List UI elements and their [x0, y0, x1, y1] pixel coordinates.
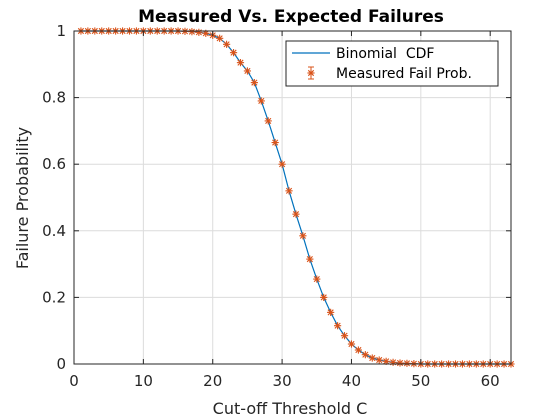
- measured-point: [306, 255, 314, 263]
- y-tick-label: 1: [56, 22, 66, 40]
- measured-point: [264, 117, 272, 125]
- asterisk-stroke: [320, 294, 327, 301]
- measured-point: [340, 332, 349, 340]
- measured-point: [257, 97, 265, 105]
- legend-box: [285, 40, 499, 87]
- measured-point: [403, 359, 411, 367]
- x-tick-label: 40: [342, 372, 361, 390]
- legend-asterisk-marker: [307, 69, 315, 77]
- asterisk-stroke: [403, 360, 411, 367]
- x-tick-label: 0: [69, 372, 79, 390]
- asterisk-stroke: [341, 332, 348, 339]
- measured-point: [202, 29, 210, 37]
- asterisk-stroke: [223, 41, 230, 48]
- legend-entry-cdf: Binomial CDF: [336, 46, 434, 62]
- measured-point: [243, 67, 252, 75]
- x-tick-label: 20: [203, 372, 222, 390]
- asterisk-stroke: [334, 322, 341, 329]
- asterisk-stroke: [292, 211, 300, 218]
- measured-point: [292, 210, 300, 218]
- x-tick-label: 10: [134, 372, 153, 390]
- asterisk-stroke: [396, 359, 404, 367]
- measured-point: [271, 138, 279, 147]
- asterisk-stroke: [188, 28, 196, 35]
- measured-point: [347, 340, 356, 348]
- asterisk-stroke: [348, 340, 355, 348]
- measured-point: [361, 351, 369, 359]
- asterisk-stroke: [216, 35, 223, 42]
- measured-point: [236, 59, 245, 67]
- asterisk-stroke: [279, 161, 286, 168]
- asterisk-stroke: [313, 275, 320, 283]
- y-tick-label: 0.2: [42, 288, 66, 306]
- asterisk-stroke: [362, 351, 369, 358]
- y-tick-label: 0: [56, 355, 66, 373]
- measured-point: [375, 356, 383, 364]
- measured-point: [327, 308, 335, 316]
- asterisk-stroke: [376, 356, 383, 364]
- measured-point: [188, 28, 196, 36]
- asterisk-stroke: [251, 79, 258, 86]
- y-tick-label: 0.8: [42, 89, 66, 107]
- legend-marker-sample: [307, 66, 315, 80]
- asterisk-stroke: [202, 30, 209, 37]
- measured-point: [396, 359, 404, 367]
- asterisk-stroke: [285, 187, 293, 194]
- asterisk-stroke: [237, 59, 244, 66]
- x-tick-label: 50: [411, 372, 430, 390]
- measured-point: [299, 232, 307, 240]
- legend-entry-measured: Measured Fail Prob.: [336, 66, 472, 82]
- measured-point: [223, 40, 231, 48]
- asterisk-stroke: [355, 346, 362, 354]
- y-tick-label: 0.4: [42, 222, 66, 240]
- measured-point: [368, 354, 376, 362]
- y-axis-label: Failure Probability: [13, 127, 32, 269]
- x-tick-label: 60: [481, 372, 500, 390]
- measured-point: [195, 28, 203, 36]
- asterisk-stroke: [306, 256, 313, 263]
- ticks: 0 10 20 30 40 50 60 0 0.2 0.4 0.6 0.8 1: [42, 22, 511, 390]
- axes-box: [73, 30, 512, 365]
- asterisk-stroke: [272, 139, 279, 146]
- measured-point: [229, 49, 238, 57]
- legend: Binomial CDF Measured Fail Prob.: [285, 40, 499, 87]
- measured-point: [389, 358, 397, 366]
- measured-point: [250, 79, 258, 87]
- y-tick-label: 0.6: [42, 155, 66, 173]
- measured-point: [320, 293, 328, 301]
- asterisk-stroke: [327, 309, 334, 316]
- asterisk-stroke: [307, 69, 315, 77]
- measured-point: [313, 275, 321, 283]
- measured-point: [278, 160, 286, 168]
- asterisk-stroke: [244, 67, 251, 75]
- x-axis-label: Cut-off Threshold C: [213, 399, 368, 418]
- asterisk-stroke: [369, 354, 376, 362]
- asterisk-stroke: [258, 97, 265, 105]
- measured-point: [285, 187, 293, 195]
- asterisk-stroke: [230, 49, 237, 56]
- measured-point: [333, 322, 342, 330]
- asterisk-stroke: [265, 117, 272, 124]
- measured-point: [216, 34, 224, 42]
- chart-title: Measured Vs. Expected Failures: [138, 7, 444, 27]
- x-tick-label: 30: [273, 372, 292, 390]
- measured-point: [354, 346, 362, 354]
- asterisk-stroke: [299, 232, 306, 239]
- asterisk-stroke: [383, 358, 390, 365]
